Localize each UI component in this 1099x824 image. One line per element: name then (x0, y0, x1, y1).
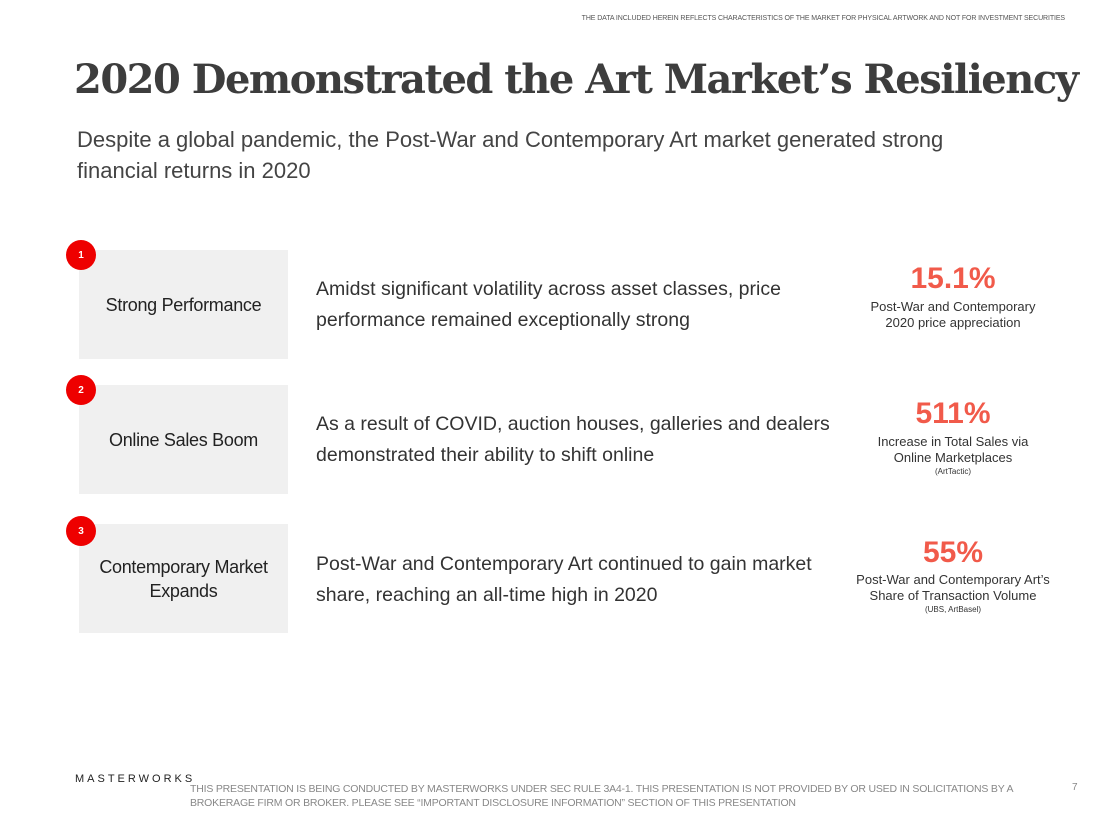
page-title: 2020 Demonstrated the Art Market’s Resil… (74, 56, 1079, 103)
item-3-heading: Contemporary Market Expands (79, 524, 288, 633)
item-2-description: As a result of COVID, auction houses, ga… (316, 413, 830, 466)
footer-disclaimer: THIS PRESENTATION IS BEING CONDUCTED BY … (190, 783, 1013, 809)
top-disclaimer: THE DATA INCLUDED HEREIN REFLECTS CHARAC… (581, 15, 1065, 22)
item-1-number-badge: 1 (66, 240, 96, 270)
item-2-source: (ArtTactic) (935, 467, 971, 476)
item-2-number-badge: 2 (66, 375, 96, 405)
item-2-heading: Online Sales Boom (79, 385, 288, 494)
page-number: 7 (1072, 782, 1078, 793)
item-3-stat: 55% Post-War and Contemporary Art’s Shar… (842, 537, 1064, 616)
item-3-stat-label: Post-War and Contemporary Art’s Share of… (856, 572, 1050, 603)
masterworks-logo: MASTERWORKS (75, 773, 196, 785)
item-1-stat-value: 15.1% (910, 262, 996, 295)
item-2-stat: 511% Increase in Total Sales via Online … (842, 398, 1064, 478)
item-2-stat-value: 511% (915, 397, 991, 430)
item-2-stat-label: Increase in Total Sales via Online Marke… (877, 434, 1029, 465)
item-1-stat: 15.1% Post-War and Contemporary 2020 pri… (842, 263, 1064, 331)
item-3-number-badge: 3 (66, 516, 96, 546)
item-3-description: Post-War and Contemporary Art continued … (316, 553, 812, 606)
page-subtitle: Despite a global pandemic, the Post-War … (77, 127, 944, 183)
item-1-stat-label: Post-War and Contemporary 2020 price app… (870, 299, 1036, 330)
item-3-stat-value: 55% (922, 536, 984, 569)
item-1-description: Amidst significant volatility across ass… (316, 278, 781, 331)
item-1-heading: Strong Performance (79, 250, 288, 359)
item-3-source: (UBS, ArtBasel) (924, 605, 981, 614)
